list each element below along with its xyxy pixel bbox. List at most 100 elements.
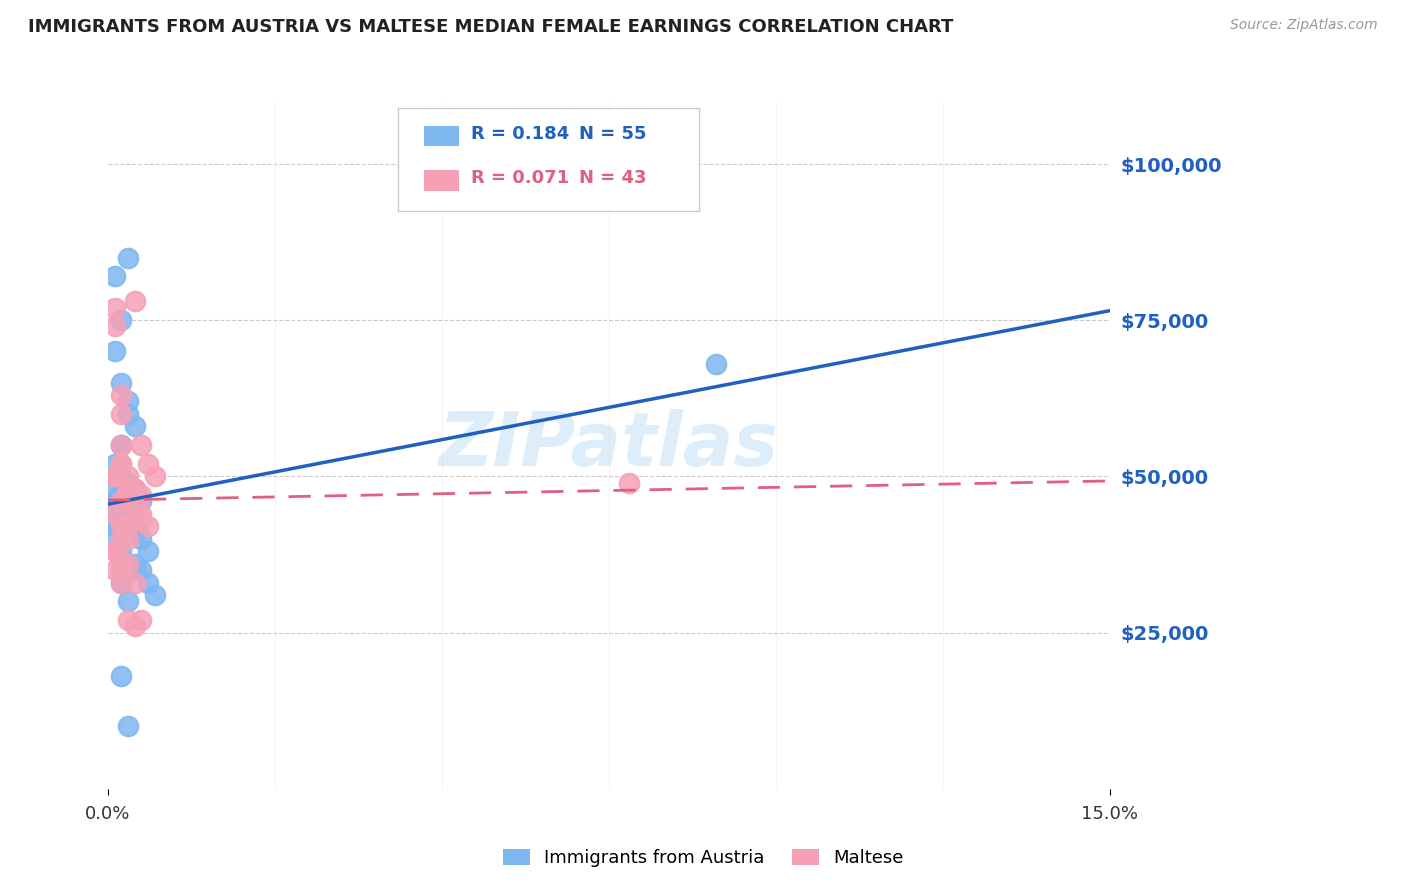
Point [104,269,127,284]
Text: N = 43: N = 43 [579,169,647,187]
Point [117,488,139,502]
Point [124,482,146,496]
Text: IMMIGRANTS FROM AUSTRIA VS MALTESE MEDIAN FEMALE EARNINGS CORRELATION CHART: IMMIGRANTS FROM AUSTRIA VS MALTESE MEDIA… [28,18,953,36]
Point [124,575,146,590]
Point [104,532,127,546]
Point [117,613,139,627]
Point [104,519,127,533]
Point [131,532,153,546]
Point [110,563,132,577]
Point [110,575,132,590]
Point [704,357,727,371]
Point [136,457,159,471]
Point [136,575,159,590]
Point [124,482,146,496]
Point [110,544,132,558]
Point [124,557,146,571]
Point [110,438,132,452]
Point [110,532,132,546]
Point [117,557,139,571]
Point [131,513,153,527]
Point [131,438,153,452]
Point [117,532,139,546]
Point [143,469,166,483]
Point [110,457,132,471]
Point [117,507,139,521]
Point [104,494,127,508]
Point [110,575,132,590]
Point [124,500,146,515]
Point [104,500,127,515]
Point [104,500,127,515]
Text: N = 55: N = 55 [579,125,647,143]
Point [131,488,153,502]
Point [117,557,139,571]
Point [110,469,132,483]
Point [104,301,127,315]
Point [110,488,132,502]
Point [110,388,132,402]
Point [617,475,640,490]
Point [124,294,146,309]
Point [131,613,153,627]
Point [104,319,127,334]
Point [110,494,132,508]
Point [110,507,132,521]
Point [136,519,159,533]
Point [124,500,146,515]
Point [110,669,132,683]
Text: ZIPatlas: ZIPatlas [439,409,779,482]
Point [124,482,146,496]
Point [110,482,132,496]
Point [104,469,127,483]
Point [104,469,127,483]
Point [117,719,139,733]
Point [143,588,166,602]
Point [117,407,139,421]
Point [117,513,139,527]
Point [110,376,132,390]
Point [104,544,127,558]
Point [124,488,146,502]
Point [131,507,153,521]
Point [117,519,139,533]
Point [110,513,132,527]
Point [117,494,139,508]
Point [104,344,127,359]
Point [110,507,132,521]
Point [124,519,146,533]
Point [124,563,146,577]
Point [117,482,139,496]
Point [104,507,127,521]
Legend: Immigrants from Austria, Maltese: Immigrants from Austria, Maltese [495,841,911,874]
Point [104,469,127,483]
Point [117,513,139,527]
Point [104,457,127,471]
FancyBboxPatch shape [423,126,458,146]
Point [110,557,132,571]
Point [104,494,127,508]
Point [117,519,139,533]
Point [110,313,132,327]
Point [110,457,132,471]
Point [110,513,132,527]
Point [104,519,127,533]
Point [124,525,146,540]
Point [117,475,139,490]
Point [131,563,153,577]
Text: Source: ZipAtlas.com: Source: ZipAtlas.com [1230,18,1378,32]
Point [104,544,127,558]
Point [117,594,139,608]
Point [117,394,139,409]
Point [110,488,132,502]
Point [124,619,146,633]
Point [110,438,132,452]
Point [117,482,139,496]
FancyBboxPatch shape [423,170,458,191]
Point [117,482,139,496]
Text: R = 0.071: R = 0.071 [471,169,568,187]
Point [117,469,139,483]
Point [104,482,127,496]
Point [117,488,139,502]
Text: R = 0.184: R = 0.184 [471,125,569,143]
